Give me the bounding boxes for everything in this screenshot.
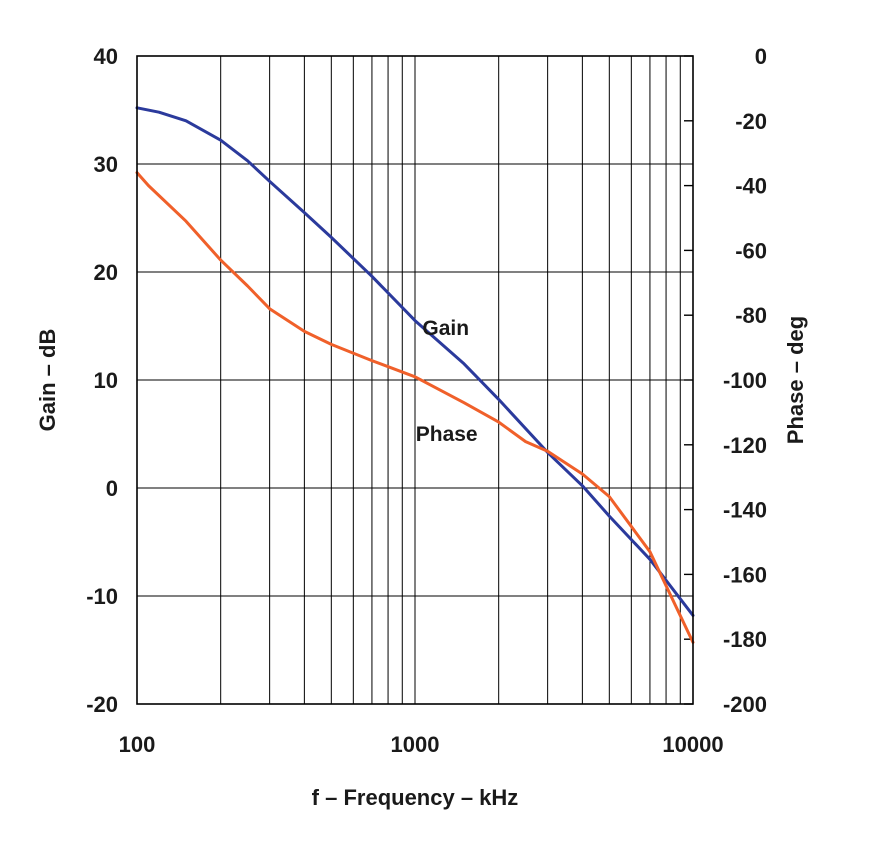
y-right-tick-label: 0 — [755, 44, 767, 69]
y-left-tick-label: 30 — [94, 152, 118, 177]
gain-annotation: Gain — [422, 317, 469, 340]
x-axis-label: f – Frequency – kHz — [312, 785, 519, 810]
y-right-tick-label: -80 — [735, 303, 767, 328]
series-annotations: Gain Phase — [416, 317, 478, 446]
gain-series-line — [135, 106, 695, 617]
y-left-tick-label: 10 — [94, 368, 118, 393]
plot-frame — [136, 55, 694, 705]
tick-labels: 100 1000 10000403020100-10-200-20-40-60-80… — [86, 44, 767, 757]
y-left-tick-label: 20 — [94, 260, 118, 285]
y-left-tick-label: 40 — [94, 44, 118, 69]
y-right-tick-label: -180 — [723, 627, 767, 652]
y-left-tick-label: -10 — [86, 584, 118, 609]
y-axis-label-right: Phase – deg — [783, 316, 808, 444]
y-left-tick-label: -20 — [86, 692, 118, 717]
y-axis-label-left: Gain – dB — [35, 329, 60, 432]
x-tick-label: 1000 — [391, 732, 440, 757]
y-right-tick-label: -120 — [723, 433, 767, 458]
phase-annotation: Phase — [416, 423, 478, 446]
series-lines — [135, 106, 695, 644]
y-right-tick-label: -20 — [735, 109, 767, 134]
grid-lines — [137, 55, 693, 705]
y-left-tick-label: 0 — [106, 476, 118, 501]
x-tick-label: 100 — [119, 732, 156, 757]
phase-series-line — [135, 171, 695, 644]
y-right-tick-label: -40 — [735, 174, 767, 199]
y-right-tick-label: -160 — [723, 562, 767, 587]
y-right-tick-label: -60 — [735, 238, 767, 263]
x-tick-label: 10000 — [662, 732, 723, 757]
y-right-tick-label: -100 — [723, 368, 767, 393]
y-right-tick-label: -200 — [723, 692, 767, 717]
y-right-tick-label: -140 — [723, 498, 767, 523]
